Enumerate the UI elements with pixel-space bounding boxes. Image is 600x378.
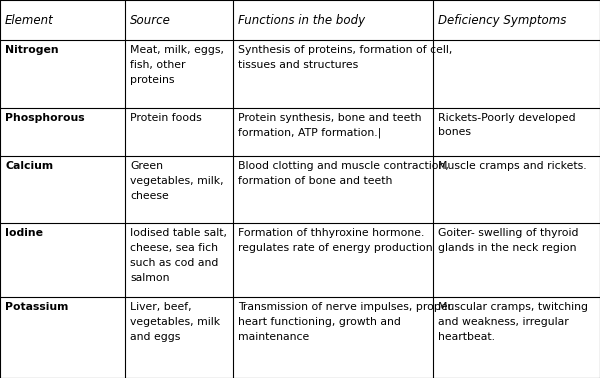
Text: Deficiency Symptoms: Deficiency Symptoms bbox=[438, 14, 566, 27]
Text: Phosphorous: Phosphorous bbox=[5, 113, 85, 122]
Text: Rickets-Poorly developed
bones: Rickets-Poorly developed bones bbox=[438, 113, 575, 137]
Text: Goiter- swelling of thyroid
glands in the neck region: Goiter- swelling of thyroid glands in th… bbox=[438, 228, 578, 253]
Text: Iodine: Iodine bbox=[5, 228, 43, 239]
Text: Blood clotting and muscle contraction,
formation of bone and teeth: Blood clotting and muscle contraction, f… bbox=[238, 161, 449, 186]
Text: Transmission of nerve impulses, proper
heart functioning, growth and
maintenance: Transmission of nerve impulses, proper h… bbox=[238, 302, 452, 342]
Text: Liver, beef,
vegetables, milk
and eggs: Liver, beef, vegetables, milk and eggs bbox=[130, 302, 220, 342]
Text: Functions in the body: Functions in the body bbox=[238, 14, 365, 27]
Text: Calcium: Calcium bbox=[5, 161, 53, 171]
Text: Green
vegetables, milk,
cheese: Green vegetables, milk, cheese bbox=[130, 161, 224, 201]
Text: Nitrogen: Nitrogen bbox=[5, 45, 59, 55]
Text: Formation of thhyroxine hormone.
regulates rate of energy production: Formation of thhyroxine hormone. regulat… bbox=[238, 228, 433, 253]
Text: Protein synthesis, bone and teeth
formation, ATP formation.|: Protein synthesis, bone and teeth format… bbox=[238, 113, 421, 138]
Text: Synthesis of proteins, formation of cell,
tissues and structures: Synthesis of proteins, formation of cell… bbox=[238, 45, 452, 70]
Text: Potassium: Potassium bbox=[5, 302, 68, 312]
Text: Iodised table salt,
cheese, sea fich
such as cod and
salmon: Iodised table salt, cheese, sea fich suc… bbox=[130, 228, 227, 283]
Text: Protein foods: Protein foods bbox=[130, 113, 202, 122]
Text: Source: Source bbox=[130, 14, 171, 27]
Text: Element: Element bbox=[5, 14, 54, 27]
Text: Meat, milk, eggs,
fish, other
proteins: Meat, milk, eggs, fish, other proteins bbox=[130, 45, 224, 85]
Text: Muscle cramps and rickets.: Muscle cramps and rickets. bbox=[438, 161, 587, 171]
Text: Muscular cramps, twitching
and weakness, irregular
heartbeat.: Muscular cramps, twitching and weakness,… bbox=[438, 302, 588, 342]
